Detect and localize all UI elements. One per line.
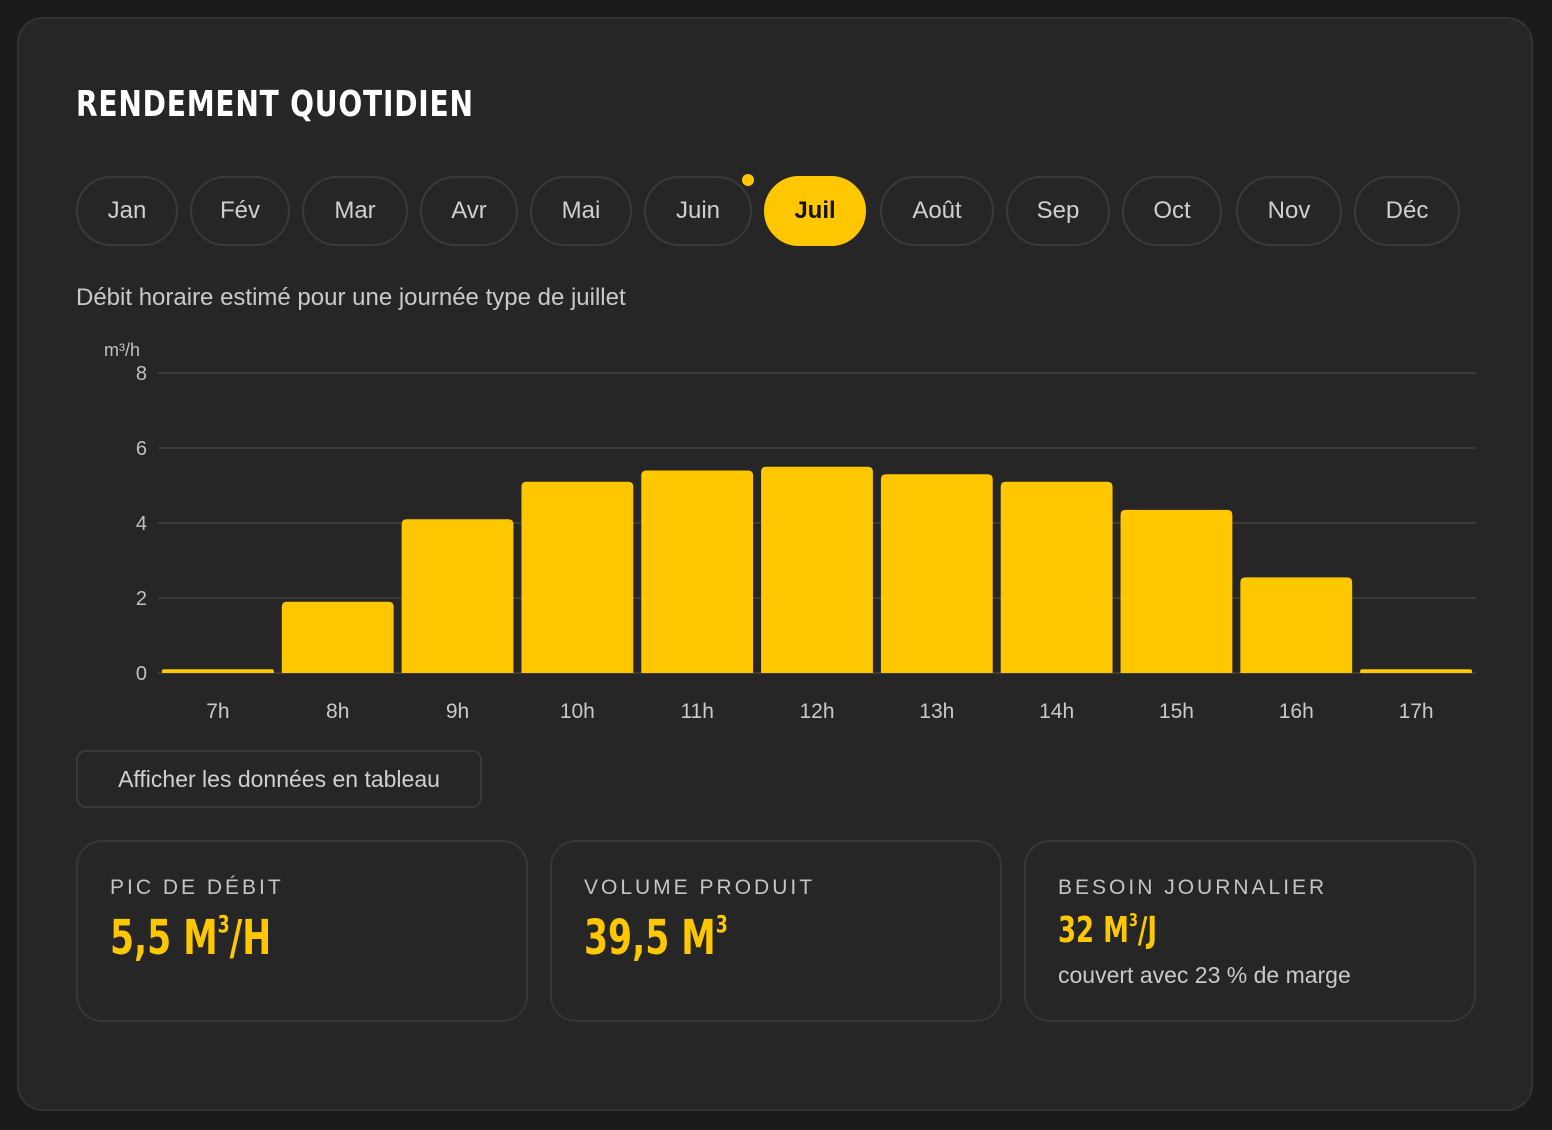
x-tick-label: 10h [560,700,595,723]
stat-card-peak-flow: PIC DE DÉBIT 5,5 M3/H [76,840,528,1022]
month-tab-3[interactable]: Mar [302,176,408,246]
x-tick-label: 9h [446,700,469,723]
bar-15h[interactable] [1120,509,1233,673]
marker-dot-icon [742,174,754,186]
month-tab-10[interactable]: Oct [1122,176,1222,246]
hourly-flow-chart: 0 2 4 6 8 7h 8h 9h 10h 11h 12h 13h 14h 15h 16h 17h [136,363,1476,723]
y-axis-unit: m³/h [104,340,140,360]
y-tick-label: 4 [136,513,147,535]
month-tab-9[interactable]: Sep [1006,176,1110,246]
month-tab-11[interactable]: Nov [1236,176,1342,246]
month-tab-6[interactable]: Juin [644,176,752,246]
x-tick-label: 16h [1279,700,1314,723]
stat-value: 39,5 M3 [584,910,728,966]
stat-label: PIC DE DÉBIT [110,876,284,899]
bar-7h[interactable] [162,669,274,673]
month-tab-1[interactable]: Jan [76,176,178,246]
x-tick-label: 12h [799,700,834,723]
stat-card-volume-produced: VOLUME PRODUIT 39,5 M3 [550,840,1002,1022]
stat-note: couvert avec 23 % de marge [1058,962,1351,988]
stat-label: VOLUME PRODUIT [584,876,816,899]
stat-card-daily-need: BESOIN JOURNALIER 32 M3/J couvert avec 2… [1024,840,1476,1022]
card-title: RENDEMENT QUOTIDIEN [76,84,474,125]
x-tick-label: 13h [919,700,954,723]
month-tab-5[interactable]: Mai [530,176,632,246]
month-tab-2[interactable]: Fév [190,176,290,246]
show-table-button[interactable]: Afficher les données en tableau [76,750,482,808]
x-tick-label: 15h [1159,700,1194,723]
bar-8h[interactable] [281,601,394,673]
y-tick-label: 2 [136,588,147,610]
bar-11h[interactable] [641,470,754,674]
stat-value: 32 M3/J [1058,910,1158,952]
stat-label: BESOIN JOURNALIER [1058,876,1328,899]
x-tick-label: 17h [1399,700,1434,723]
y-tick-label: 6 [136,438,147,460]
month-tab-8[interactable]: Août [880,176,994,246]
bar-12h[interactable] [761,466,873,673]
month-tab-12[interactable]: Déc [1354,176,1460,246]
y-tick-label: 8 [136,363,147,385]
chart-subtitle: Débit horaire estimé pour une journée ty… [76,284,626,311]
month-tab-7[interactable]: Juil [764,176,866,246]
x-tick-label: 8h [326,700,349,723]
stat-value: 5,5 M3/H [110,910,272,966]
x-tick-label: 14h [1039,700,1074,723]
bar-13h[interactable] [880,474,993,673]
bar-17h[interactable] [1360,669,1472,673]
month-tab-4[interactable]: Avr [420,176,518,246]
x-tick-label: 7h [206,700,229,723]
bar-16h[interactable] [1240,577,1353,673]
x-tick-label: 11h [680,700,713,723]
bar-9h[interactable] [401,519,514,673]
bar-10h[interactable] [521,481,634,673]
y-tick-label: 0 [136,663,147,685]
bar-14h[interactable] [1000,481,1113,673]
